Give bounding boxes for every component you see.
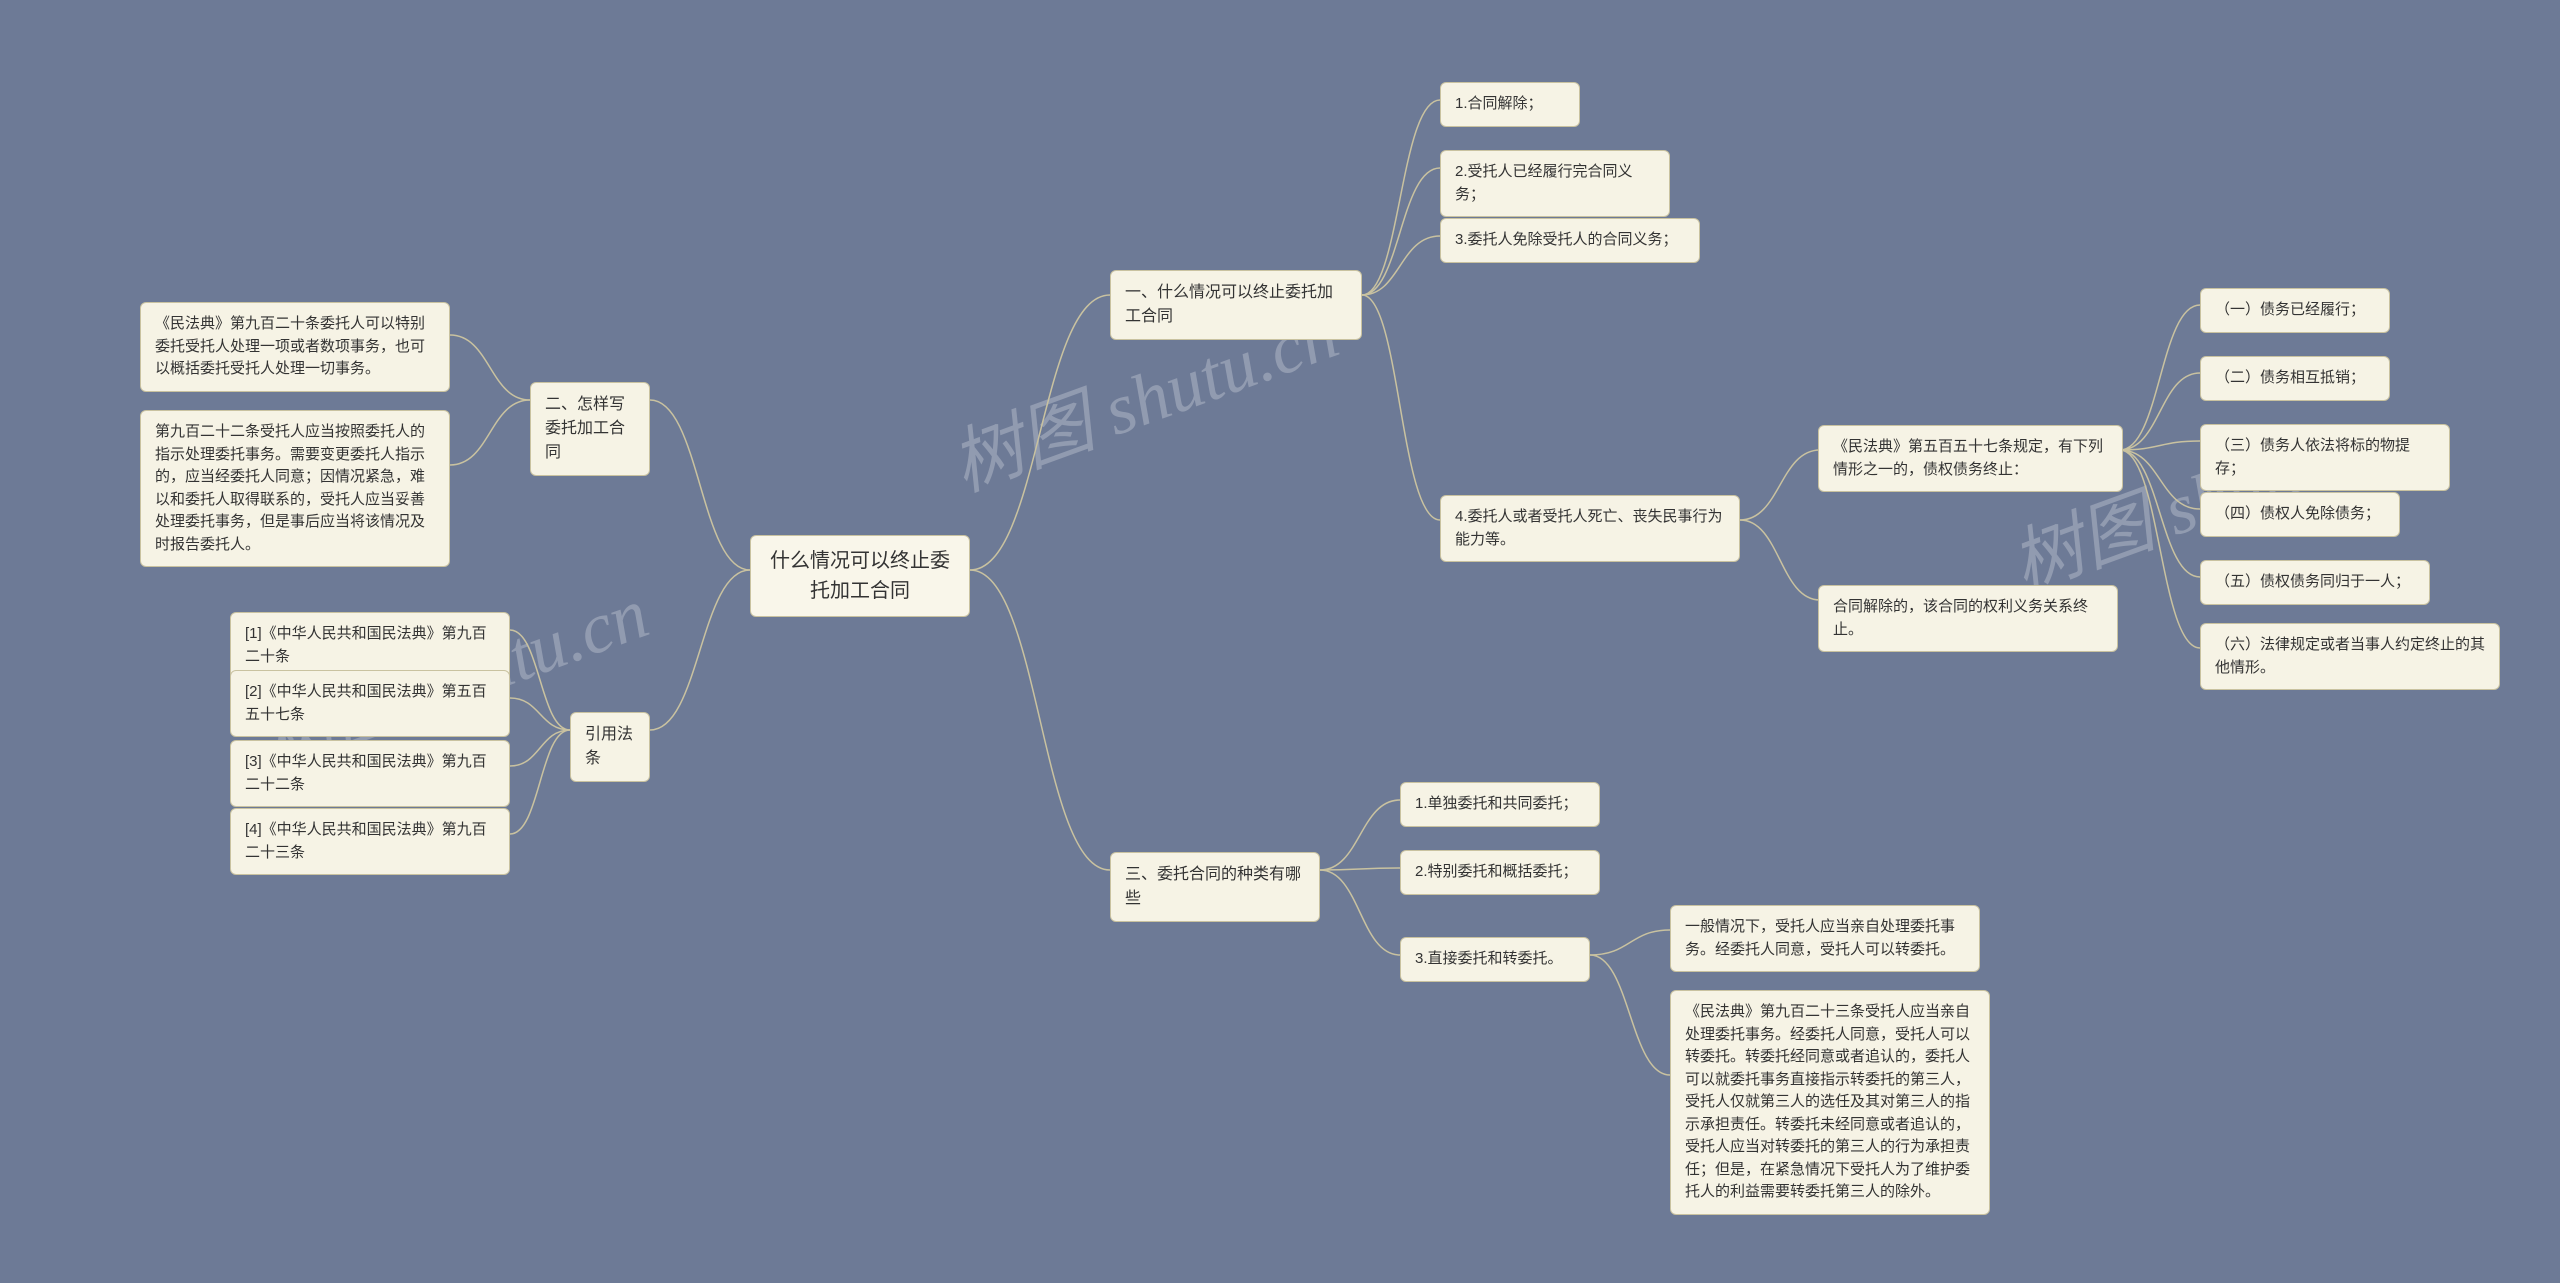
branch3-item3-sub1: 一般情况下，受托人应当亲自处理委托事务。经委托人同意，受托人可以转委托。 bbox=[1670, 905, 1980, 972]
b1-sub-a: （一）债务已经履行； bbox=[2200, 288, 2390, 333]
branch3-item1: 1.单独委托和共同委托； bbox=[1400, 782, 1600, 827]
b1-sub-e: （五）债权债务同归于一人； bbox=[2200, 560, 2430, 605]
root-text: 什么情况可以终止委托加工合同 bbox=[770, 550, 950, 602]
branch4-title: 引用法条 bbox=[570, 712, 650, 782]
branch2-item2: 第九百二十二条受托人应当按照委托人的指示处理委托事务。需要变更委托人指示的，应当… bbox=[140, 410, 450, 567]
root-node: 什么情况可以终止委托加工合同 bbox=[750, 535, 970, 617]
branch1-item1: 1.合同解除； bbox=[1440, 82, 1580, 127]
branch4-item4: [4]《中华人民共和国民法典》第九百二十三条 bbox=[230, 808, 510, 875]
branch2-item1: 《民法典》第九百二十条委托人可以特别委托受托人处理一项或者数项事务，也可以概括委… bbox=[140, 302, 450, 392]
branch4-item3: [3]《中华人民共和国民法典》第九百二十二条 bbox=[230, 740, 510, 807]
branch3-item3-sub2: 《民法典》第九百二十三条受托人应当亲自处理委托事务。经委托人同意，受托人可以转委… bbox=[1670, 990, 1990, 1215]
b1-sub-c: （三）债务人依法将标的物提存； bbox=[2200, 424, 2450, 491]
branch2-title: 二、怎样写委托加工合同 bbox=[530, 382, 650, 476]
branch3-item3: 3.直接委托和转委托。 bbox=[1400, 937, 1590, 982]
branch4-item1: [1]《中华人民共和国民法典》第九百二十条 bbox=[230, 612, 510, 679]
branch1-item4-sub2: 合同解除的，该合同的权利义务关系终止。 bbox=[1818, 585, 2118, 652]
branch1-item3: 3.委托人免除受托人的合同义务； bbox=[1440, 218, 1700, 263]
b1-sub-b: （二）债务相互抵销； bbox=[2200, 356, 2390, 401]
branch1-item2: 2.受托人已经履行完合同义务； bbox=[1440, 150, 1670, 217]
branch3-title: 三、委托合同的种类有哪些 bbox=[1110, 852, 1320, 922]
b1-sub-f: （六）法律规定或者当事人约定终止的其他情形。 bbox=[2200, 623, 2500, 690]
b1-sub-d: （四）债权人免除债务； bbox=[2200, 492, 2400, 537]
branch1-item4-sub1: 《民法典》第五百五十七条规定，有下列情形之一的，债权债务终止： bbox=[1818, 425, 2123, 492]
branch4-item2: [2]《中华人民共和国民法典》第五百五十七条 bbox=[230, 670, 510, 737]
branch3-item2: 2.特别委托和概括委托； bbox=[1400, 850, 1600, 895]
branch1-title: 一、什么情况可以终止委托加工合同 bbox=[1110, 270, 1362, 340]
branch1-item4: 4.委托人或者受托人死亡、丧失民事行为能力等。 bbox=[1440, 495, 1740, 562]
